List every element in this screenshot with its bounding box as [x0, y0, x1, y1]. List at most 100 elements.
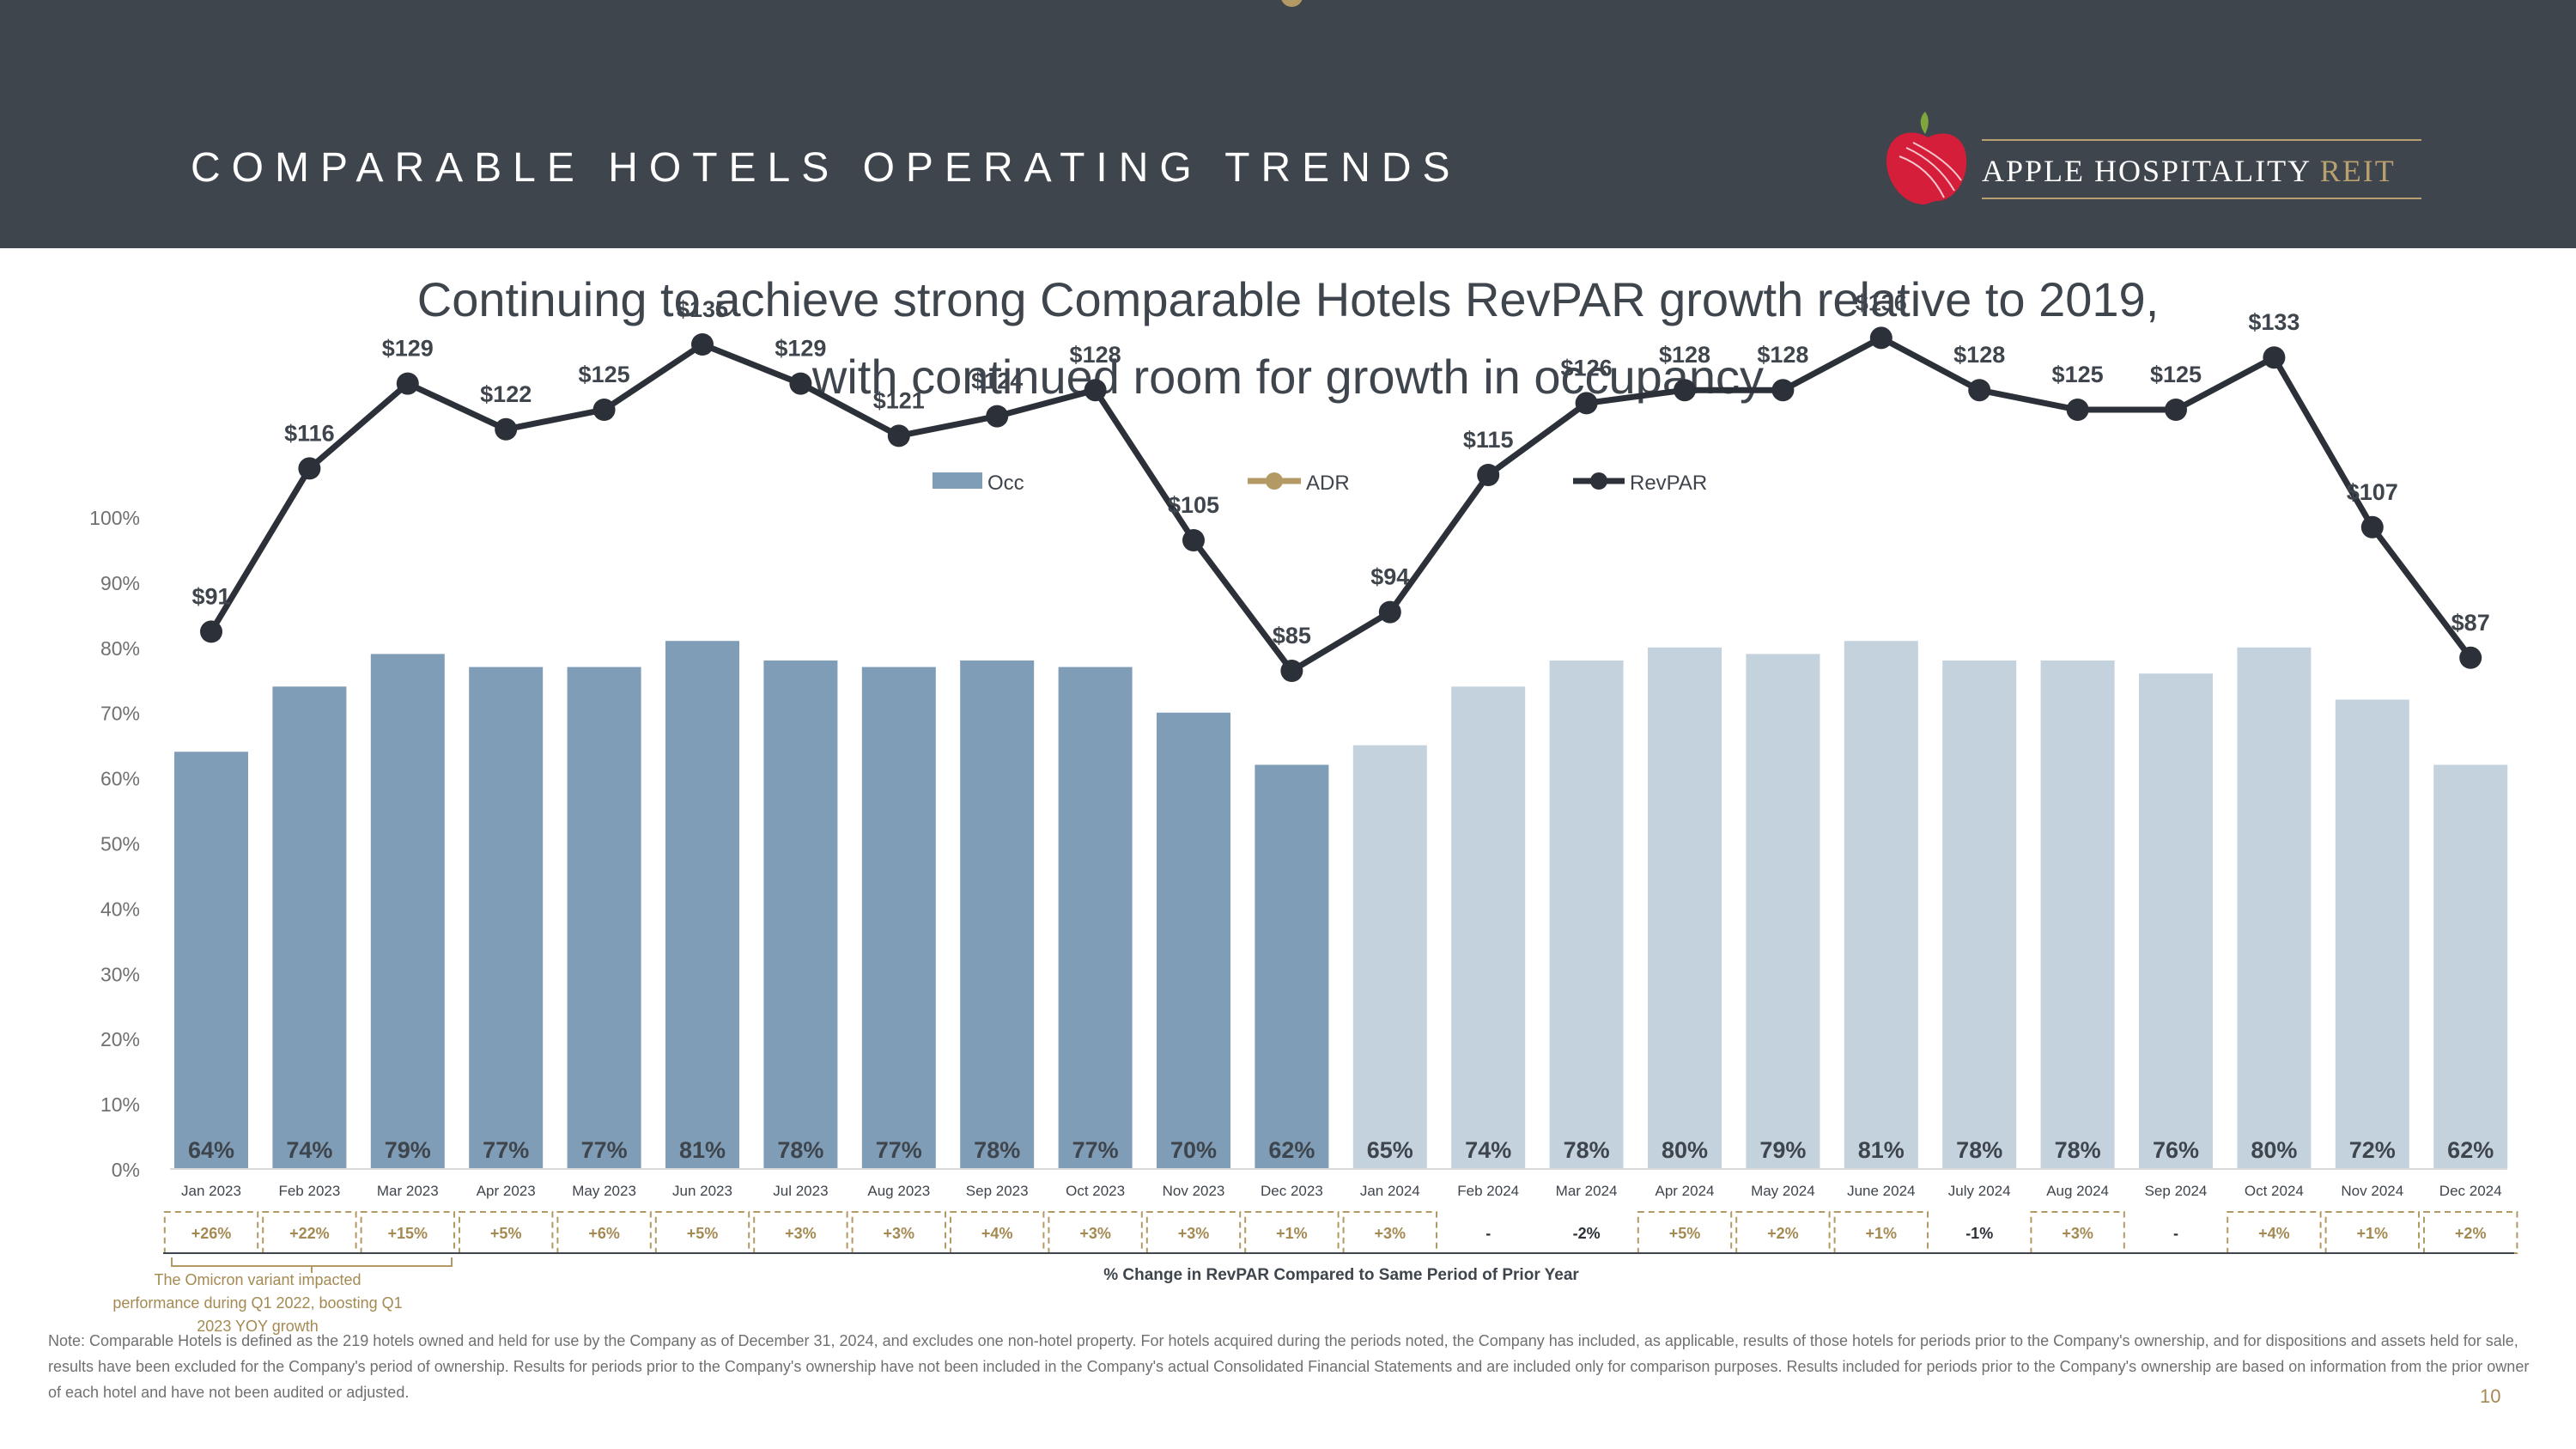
revpar-label: $87: [2451, 610, 2490, 636]
x-tick-label: Sep 2023: [966, 1183, 1029, 1199]
occ-bar: [2433, 764, 2508, 1169]
x-tick-label: Jun 2023: [672, 1183, 732, 1199]
occ-bar: [1844, 641, 1918, 1169]
x-tick-label: Dec 2024: [2439, 1183, 2502, 1199]
revpar-label: $136: [1856, 289, 1907, 315]
yoy-label: +3%: [2062, 1225, 2093, 1242]
revpar-label: $121: [873, 387, 925, 413]
x-tick-label: Jan 2023: [181, 1183, 241, 1199]
occ-bar: [960, 660, 1035, 1169]
revpar-point: [887, 424, 910, 447]
occ-bar: [567, 667, 641, 1169]
occ-label: 77%: [1072, 1137, 1119, 1163]
x-tick-label: Nov 2024: [2341, 1183, 2403, 1199]
occ-bar: [2040, 660, 2115, 1169]
revpar-point: [1182, 529, 1205, 551]
subtitle-line-1: Continuing to achieve strong Comparable …: [416, 272, 2160, 326]
legend-occ-label: Occ: [987, 472, 1024, 495]
revpar-label: $135: [677, 296, 728, 322]
x-tick-label: July 2024: [1948, 1183, 2011, 1199]
occ-label: 80%: [2251, 1137, 2297, 1163]
yoy-label: +3%: [1375, 1225, 1406, 1242]
y-tick-label: 70%: [100, 703, 140, 725]
occ-bar: [272, 686, 347, 1169]
occ-label: 74%: [1465, 1137, 1511, 1163]
x-tick-label: Dec 2023: [1261, 1183, 1323, 1199]
revpar-point: [200, 620, 222, 643]
x-tick-label: Feb 2024: [1457, 1183, 1519, 1199]
revpar-label: $91: [191, 583, 230, 609]
revpar-point: [2459, 646, 2482, 669]
revpar-point: [2165, 399, 2187, 421]
x-tick-label: June 2024: [1847, 1183, 1915, 1199]
yoy-label: +1%: [1276, 1225, 1308, 1242]
y-tick-label: 30%: [100, 963, 140, 985]
revpar-label: $85: [1273, 623, 1311, 648]
occ-bar: [763, 660, 838, 1169]
revpar-label: $128: [1953, 342, 2005, 368]
y-tick-label: 60%: [100, 768, 140, 790]
x-tick-label: May 2023: [572, 1183, 636, 1199]
x-tick-label: Apr 2023: [477, 1183, 536, 1199]
yoy-label: +3%: [785, 1225, 817, 1242]
occ-label: 64%: [188, 1137, 234, 1163]
revpar-point: [298, 457, 321, 480]
revpar-point: [1378, 600, 1401, 624]
revpar-point: [2066, 399, 2089, 421]
yoy-label: +5%: [687, 1225, 719, 1242]
legend-revpar-marker: [1590, 472, 1607, 490]
yoy-label: +22%: [289, 1225, 330, 1242]
legend-adr-label: ADR: [1306, 472, 1350, 495]
legend-occ-swatch: [933, 472, 982, 489]
revpar-label: $129: [775, 336, 826, 362]
occ-bar: [469, 667, 544, 1169]
occ-bar: [1648, 647, 1722, 1169]
revpar-label: $105: [1168, 492, 1219, 518]
x-tick-label: Nov 2023: [1163, 1183, 1225, 1199]
yoy-label: -: [2173, 1225, 2178, 1242]
occ-bar: [1746, 654, 1820, 1169]
revpar-label: $94: [1370, 564, 1409, 590]
occ-bar: [1255, 764, 1329, 1169]
yoy-label: +6%: [588, 1225, 620, 1242]
revpar-label: $125: [579, 362, 630, 387]
occ-bar: [1058, 667, 1133, 1169]
occ-label: 78%: [1564, 1137, 1610, 1163]
occ-label: 77%: [876, 1137, 922, 1163]
revpar-point: [1968, 379, 1991, 402]
yoy-label: +3%: [1178, 1225, 1210, 1242]
occ-bar: [665, 641, 739, 1169]
x-tick-label: Aug 2024: [2046, 1183, 2109, 1199]
yoy-label: +3%: [884, 1225, 915, 1242]
yoy-label: +4%: [981, 1225, 1013, 1242]
occ-label: 78%: [777, 1137, 823, 1163]
occ-label: 78%: [2055, 1137, 2101, 1163]
yoy-label: +1%: [1866, 1225, 1898, 1242]
revpar-label: $126: [1561, 355, 1613, 381]
yoy-label: +15%: [388, 1225, 428, 1242]
revpar-label: $128: [1659, 342, 1710, 368]
yoy-label: +5%: [1669, 1225, 1701, 1242]
x-tick-label: Apr 2024: [1656, 1183, 1715, 1199]
revpar-label: $107: [2347, 479, 2398, 505]
revpar-point: [691, 333, 714, 356]
x-tick-label: May 2024: [1751, 1183, 1815, 1199]
occ-bar: [1942, 660, 2017, 1169]
yoy-label: -1%: [1965, 1225, 1993, 1242]
yoy-label: -2%: [1573, 1225, 1601, 1242]
occ-bar: [2335, 699, 2409, 1169]
y-tick-label: 20%: [100, 1028, 140, 1050]
occ-label: 65%: [1367, 1137, 1413, 1163]
subtitle-line-2: with continued room for growth in occupa…: [811, 350, 1765, 404]
x-tick-label: Jul 2023: [773, 1183, 828, 1199]
revpar-point: [1869, 326, 1893, 350]
occ-label: 81%: [1858, 1137, 1905, 1163]
occ-label: 78%: [1956, 1137, 2002, 1163]
company-logo: APPLE HOSPITALITY REIT: [1880, 108, 2430, 216]
occ-label: 76%: [2153, 1137, 2199, 1163]
yoy-label: +1%: [2357, 1225, 2389, 1242]
x-tick-label: Oct 2023: [1066, 1183, 1125, 1199]
revpar-point: [986, 405, 1009, 428]
revpar-point: [1084, 379, 1107, 402]
occ-bar: [2237, 647, 2312, 1169]
